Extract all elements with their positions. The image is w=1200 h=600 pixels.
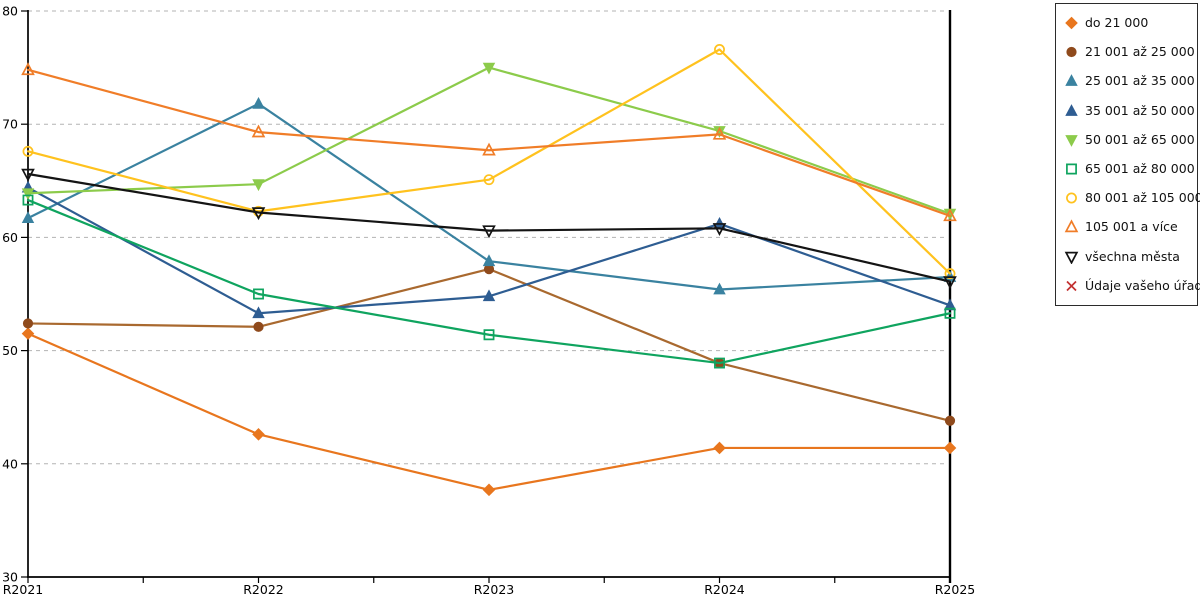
series-line-8[interactable]	[26, 172, 952, 283]
legend-item: 21 001 až 25 000	[1056, 37, 1197, 66]
series-line-7[interactable]	[26, 68, 952, 217]
legend-item: 25 001 až 35 000	[1056, 66, 1197, 95]
data-point-marker-7	[21, 62, 35, 76]
legend-item-label: 105 001 a více	[1085, 219, 1178, 235]
legend-item: 105 001 a více	[1056, 212, 1197, 241]
data-point-marker-5	[714, 357, 725, 369]
data-point-marker-5	[944, 307, 956, 319]
data-point-marker-0	[482, 483, 496, 497]
legend-marker-glyph	[1066, 280, 1077, 291]
data-point-marker-4	[713, 126, 726, 138]
legend-marker-glyph	[1066, 192, 1077, 204]
data-point-marker-7	[251, 124, 266, 138]
data-point-marker-8	[21, 168, 35, 182]
series-line-5[interactable]	[26, 198, 952, 365]
circle-marker-icon	[1066, 192, 1077, 204]
legend-item-label: 35 001 až 50 000	[1085, 102, 1195, 118]
data-point-marker-7	[482, 142, 496, 156]
legend-item: 65 001 až 80 000	[1056, 154, 1197, 183]
y-tick-label: 50	[2, 343, 18, 358]
data-point-marker-5	[253, 288, 264, 300]
square-marker-icon	[1066, 163, 1077, 175]
legend-item: 50 001 až 65 000	[1056, 125, 1197, 154]
data-point-marker-6	[714, 44, 725, 55]
legend-marker-glyph	[1066, 47, 1077, 58]
legend-item-label: 65 001 až 80 000	[1085, 161, 1195, 177]
diamond-marker-icon	[1065, 16, 1078, 30]
legend-marker-glyph	[1064, 219, 1079, 233]
data-point-marker-6	[483, 174, 495, 186]
legend-item-label: 21 001 až 25 000	[1085, 44, 1195, 60]
data-point-marker-3	[943, 298, 957, 311]
legend-marker-glyph	[1066, 163, 1077, 175]
triangle-down-marker-icon	[1064, 251, 1079, 264]
legend-item-label: 80 001 až 105 000	[1085, 190, 1200, 206]
data-point-marker-6	[944, 268, 956, 280]
legend-item-label: 25 001 až 35 000	[1085, 73, 1195, 89]
x-tick-label: R2025	[935, 582, 976, 597]
legend-item-label: do 21 000	[1085, 15, 1149, 31]
y-tick-label: 40	[2, 456, 18, 471]
data-point-marker-4	[21, 188, 35, 201]
x-tick-label: R2022	[243, 582, 284, 597]
circle-marker-icon	[1066, 47, 1077, 58]
legend-marker-glyph	[1064, 251, 1079, 264]
x-tick-label: R2021	[3, 582, 44, 597]
legend-marker-glyph	[1065, 103, 1078, 116]
data-point-marker-1	[253, 321, 264, 332]
x-tick-label: R2023	[474, 582, 515, 597]
triangle-up-marker-icon	[1065, 74, 1078, 87]
data-point-marker-1	[944, 415, 956, 426]
legend-marker-glyph	[1065, 134, 1078, 147]
data-point-marker-6	[22, 145, 34, 157]
x-marker-icon	[1066, 280, 1077, 291]
legend-item-label: 50 001 až 65 000	[1085, 131, 1195, 147]
legend-marker-glyph	[1065, 74, 1078, 87]
data-point-marker-2	[21, 211, 35, 224]
series-line-0[interactable]	[26, 332, 952, 491]
data-point-marker-3	[482, 289, 496, 302]
legend-item: Údaje vašeho úřadu	[1056, 271, 1200, 300]
data-point-marker-7	[943, 208, 957, 222]
triangle-up-marker-icon	[1064, 219, 1079, 233]
series-line-6[interactable]	[26, 48, 952, 275]
data-point-marker-2	[252, 96, 265, 109]
data-point-marker-0	[713, 441, 726, 455]
data-point-marker-0	[21, 327, 35, 340]
triangle-up-marker-icon	[1065, 103, 1078, 116]
legend-item: 35 001 až 50 000	[1056, 96, 1197, 125]
data-point-marker-4	[252, 179, 265, 192]
legend-item-label: Údaje vašeho úřadu	[1085, 277, 1200, 293]
legend-item-label: všechna města	[1085, 248, 1180, 264]
data-point-marker-0	[252, 428, 265, 441]
legend-item: do 21 000	[1056, 8, 1197, 37]
triangle-down-marker-icon	[1065, 134, 1078, 147]
data-point-marker-5	[22, 194, 34, 206]
legend-marker-glyph	[1065, 16, 1078, 30]
data-point-marker-2	[482, 254, 496, 267]
legend-item: 80 001 až 105 000	[1056, 183, 1200, 212]
data-point-marker-8	[251, 207, 266, 221]
y-tick-label: 70	[2, 117, 18, 132]
chart-legend: do 21 000 21 001 až 25 000 25 001 až 35 00…	[1055, 3, 1200, 306]
data-point-marker-4	[482, 62, 496, 75]
data-point-marker-5	[483, 329, 495, 341]
x-tick-label: R2024	[704, 582, 745, 597]
data-point-marker-3	[252, 306, 265, 319]
data-point-marker-8	[712, 223, 727, 236]
data-point-marker-8	[482, 225, 496, 239]
data-point-marker-8	[943, 276, 957, 290]
y-tick-label: 60	[2, 230, 18, 245]
y-tick-label: 30	[2, 570, 18, 585]
y-tick-label: 80	[2, 4, 18, 19]
data-point-marker-1	[22, 318, 34, 329]
legend-item: všechna města	[1056, 242, 1197, 271]
data-point-marker-0	[943, 441, 957, 455]
data-point-marker-7	[712, 126, 727, 140]
data-point-marker-2	[713, 282, 726, 295]
